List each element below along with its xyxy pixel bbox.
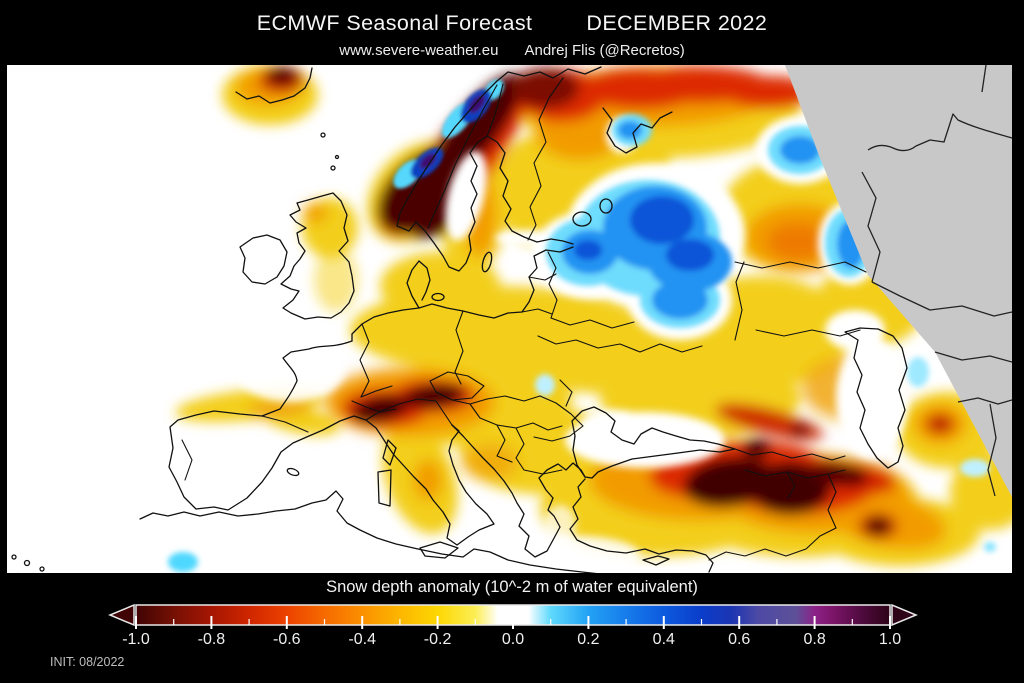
page-title: ECMWF Seasonal Forecast: [256, 11, 533, 35]
colorbar-tick-label: -0.4: [348, 631, 376, 648]
no-data-borders: [861, 65, 1012, 497]
colorbar: -1.0 -0.8 -0.6 -0.4 -0.2 0.0 0.2 0.4 0.6 0.8 1.0: [108, 603, 918, 648]
colorbar-tick-label: 0.2: [577, 631, 599, 648]
colorbar-left-arrow: [108, 603, 135, 627]
colorbar-tick-label: 1.0: [879, 631, 901, 648]
author-label: Andrej Flis (@Recretos): [524, 42, 685, 59]
anomaly-atlas-morocco: [168, 552, 198, 572]
colorbar-tick-label: 0.0: [502, 631, 524, 648]
colorbar-right-arrow: [891, 603, 918, 627]
colorbar-tick-label: -0.8: [198, 631, 226, 648]
colorbar-title: Snow depth anomaly (10^-2 m of water equ…: [326, 578, 698, 596]
website-label: www.severe-weather.eu: [339, 42, 499, 59]
cold-anomaly-layer: [168, 114, 996, 572]
forecast-map-panel: [7, 65, 1012, 573]
colorbar-tick-label: 0.6: [728, 631, 750, 648]
coastlines-borders: [11, 66, 908, 573]
forecast-period: DECEMBER 2022: [586, 11, 768, 35]
header-title-row: ECMWF Seasonal Forecast DECEMBER 2022: [0, 11, 1024, 36]
colorbar-tick-label: 0.4: [653, 631, 675, 648]
init-label: INIT: 08/2022: [50, 655, 125, 669]
no-data-region: [785, 65, 1012, 497]
colorbar-tick-label: 0.8: [803, 631, 825, 648]
colorbar-tick-label: -0.2: [424, 631, 452, 648]
colorbar-tick-label: -0.6: [273, 631, 301, 648]
colorbar-tick-label: -1.0: [122, 631, 150, 648]
europe-map: [7, 65, 1012, 573]
header-subtitle-row: www.severe-weather.eu Andrej Flis (@Recre…: [0, 42, 1024, 59]
anomaly-alps: [352, 384, 464, 423]
